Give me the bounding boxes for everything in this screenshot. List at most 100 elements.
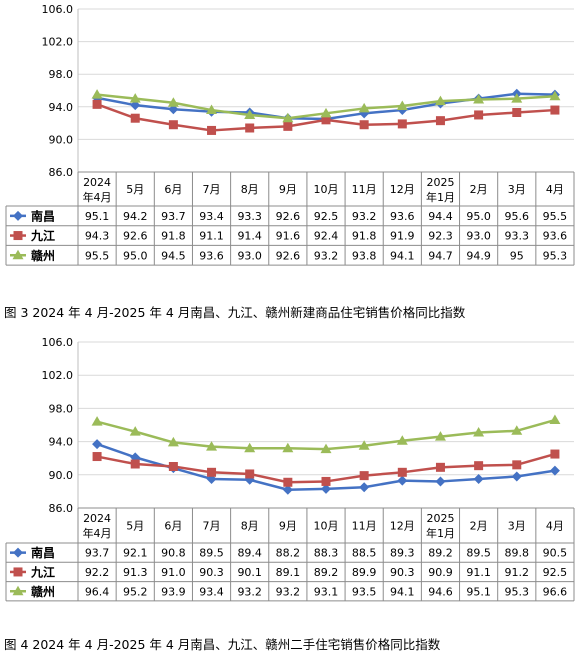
table-value: 89.5 bbox=[466, 547, 491, 560]
data-point bbox=[168, 104, 179, 115]
table-value: 89.1 bbox=[276, 566, 301, 579]
data-point bbox=[512, 108, 522, 118]
data-point bbox=[245, 123, 255, 133]
category-label: 8月 bbox=[241, 183, 259, 196]
caption-figure-3: 图 3 2024 年 4 月-2025 年 4 月南昌、九江、赣州新建商品住宅销… bbox=[4, 305, 466, 320]
table-value: 90.1 bbox=[237, 566, 262, 579]
table-value: 93.3 bbox=[505, 230, 530, 243]
table-value: 96.6 bbox=[543, 585, 568, 598]
table-value: 89.3 bbox=[390, 547, 415, 560]
category-label: 8月 bbox=[241, 520, 259, 533]
table-value: 94.1 bbox=[390, 585, 415, 598]
table-value: 95.6 bbox=[505, 210, 530, 223]
category-label: 5月 bbox=[126, 520, 144, 533]
data-point bbox=[283, 477, 293, 487]
y-tick-label: 98.0 bbox=[49, 402, 74, 415]
data-point bbox=[167, 436, 179, 447]
legend-marker bbox=[13, 231, 23, 241]
table-value: 95.3 bbox=[505, 585, 530, 598]
data-point bbox=[435, 462, 445, 472]
table-value: 92.4 bbox=[314, 230, 339, 243]
table-value: 93.6 bbox=[199, 249, 224, 262]
data-point bbox=[206, 104, 218, 115]
category-label: 2025 bbox=[426, 176, 454, 189]
data-point bbox=[474, 110, 484, 120]
data-point bbox=[359, 471, 369, 481]
data-point bbox=[244, 442, 256, 453]
data-point bbox=[550, 105, 560, 115]
data-point bbox=[397, 475, 408, 486]
category-label: 年4月 bbox=[83, 190, 112, 204]
category-label: 4月 bbox=[546, 520, 564, 533]
data-point bbox=[129, 426, 141, 436]
category-label: 2025 bbox=[426, 512, 454, 525]
data-point bbox=[320, 443, 332, 454]
table-value: 91.8 bbox=[352, 230, 377, 243]
table-value: 95.0 bbox=[123, 249, 148, 262]
table-value: 91.8 bbox=[161, 230, 186, 243]
table-value: 93.6 bbox=[390, 210, 415, 223]
data-point bbox=[434, 95, 446, 106]
table-value: 90.3 bbox=[199, 566, 224, 579]
data-point bbox=[358, 102, 370, 113]
table-value: 93.2 bbox=[314, 249, 339, 262]
data-point bbox=[549, 465, 560, 476]
table-value: 93.2 bbox=[276, 585, 301, 598]
table-value: 93.5 bbox=[352, 585, 377, 598]
table-value: 89.9 bbox=[352, 566, 377, 579]
table-value: 91.0 bbox=[161, 566, 186, 579]
category-label: 3月 bbox=[508, 520, 526, 533]
legend-label: 南昌 bbox=[31, 545, 55, 560]
table-value: 92.3 bbox=[428, 230, 453, 243]
category-label: 10月 bbox=[314, 183, 339, 196]
category-label: 2月 bbox=[470, 520, 488, 533]
table-value: 90.9 bbox=[428, 566, 453, 579]
table-value: 90.5 bbox=[543, 547, 568, 560]
table-value: 93.0 bbox=[466, 230, 491, 243]
legend-label: 赣州 bbox=[31, 584, 55, 599]
category-label: 9月 bbox=[279, 183, 297, 196]
data-point bbox=[207, 467, 217, 477]
table-value: 95.3 bbox=[543, 249, 568, 262]
data-point bbox=[511, 93, 523, 103]
table-value: 92.1 bbox=[123, 547, 148, 560]
table-value: 95.0 bbox=[466, 210, 491, 223]
data-point bbox=[321, 115, 331, 125]
table-value: 91.4 bbox=[237, 230, 262, 243]
data-point bbox=[167, 97, 179, 107]
data-point bbox=[512, 460, 522, 470]
table-value: 94.5 bbox=[161, 249, 186, 262]
table-value: 90.8 bbox=[161, 547, 186, 560]
table-value: 94.9 bbox=[466, 249, 491, 262]
table-value: 93.3 bbox=[237, 210, 262, 223]
category-label: 年1月 bbox=[426, 190, 455, 204]
y-tick-label: 90.0 bbox=[49, 133, 74, 146]
table-value: 91.6 bbox=[276, 230, 301, 243]
table-value: 92.5 bbox=[314, 210, 339, 223]
table-value: 93.0 bbox=[237, 249, 262, 262]
data-point bbox=[206, 441, 218, 451]
table-value: 91.3 bbox=[123, 566, 148, 579]
data-point bbox=[397, 467, 407, 477]
category-label: 2月 bbox=[470, 183, 488, 196]
table-value: 89.4 bbox=[237, 547, 262, 560]
legend-marker bbox=[12, 249, 24, 260]
data-point bbox=[359, 120, 369, 130]
table-value: 94.6 bbox=[428, 585, 453, 598]
category-label: 6月 bbox=[164, 183, 182, 196]
table-value: 95.1 bbox=[466, 585, 491, 598]
data-point bbox=[550, 449, 560, 459]
data-point bbox=[168, 462, 178, 471]
data-point bbox=[511, 471, 522, 482]
y-tick-label: 106.0 bbox=[42, 3, 74, 16]
data-point bbox=[92, 439, 103, 450]
table-value: 95.1 bbox=[85, 210, 110, 223]
data-point bbox=[473, 426, 485, 437]
category-label: 12月 bbox=[390, 520, 415, 533]
table-value: 91.2 bbox=[505, 566, 530, 579]
y-tick-label: 94.0 bbox=[49, 436, 74, 449]
legend-label: 赣州 bbox=[31, 248, 55, 263]
category-label: 3月 bbox=[508, 183, 526, 196]
table-value: 93.7 bbox=[161, 210, 186, 223]
